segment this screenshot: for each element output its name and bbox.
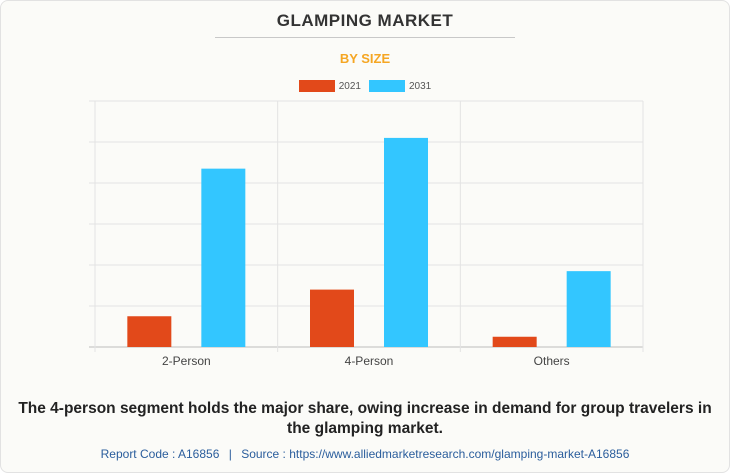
footer-separator: | bbox=[228, 447, 232, 461]
legend: 2021 2031 bbox=[0, 80, 730, 92]
legend-item-2031[interactable]: 2031 bbox=[369, 80, 431, 92]
title-divider bbox=[215, 37, 515, 38]
chart-subtitle: BY SIZE bbox=[339, 51, 391, 66]
x-tick-label: 4-Person bbox=[345, 354, 394, 368]
bar-2021-2-person bbox=[127, 316, 172, 347]
bar-2021-others bbox=[492, 336, 537, 347]
source-link[interactable]: Source : https://www.alliedmarketresearc… bbox=[241, 447, 630, 461]
bar-2031-2-person bbox=[201, 168, 246, 347]
bar-2031-4-person bbox=[384, 137, 428, 347]
report-code: Report Code : A16856 bbox=[100, 447, 220, 461]
legend-item-2021[interactable]: 2021 bbox=[298, 80, 361, 92]
x-tick-label: 2-Person bbox=[162, 354, 211, 368]
x-tick-label: Others bbox=[534, 354, 570, 368]
footer: Report Code : A16856 | Source : https://… bbox=[0, 447, 730, 461]
chart-title: GLAMPING MARKET bbox=[276, 11, 454, 30]
bar-2021-4-person bbox=[310, 289, 354, 347]
legend-swatch-2021 bbox=[298, 80, 335, 92]
bar-chart: 2-Person 4-Person Others bbox=[89, 100, 644, 368]
legend-label-2031: 2031 bbox=[409, 80, 432, 92]
legend-label-2021: 2021 bbox=[338, 80, 361, 92]
chart-caption: The 4-person segment holds the major sha… bbox=[18, 400, 712, 437]
bar-2031-others bbox=[566, 271, 611, 347]
legend-swatch-2031 bbox=[369, 80, 405, 92]
